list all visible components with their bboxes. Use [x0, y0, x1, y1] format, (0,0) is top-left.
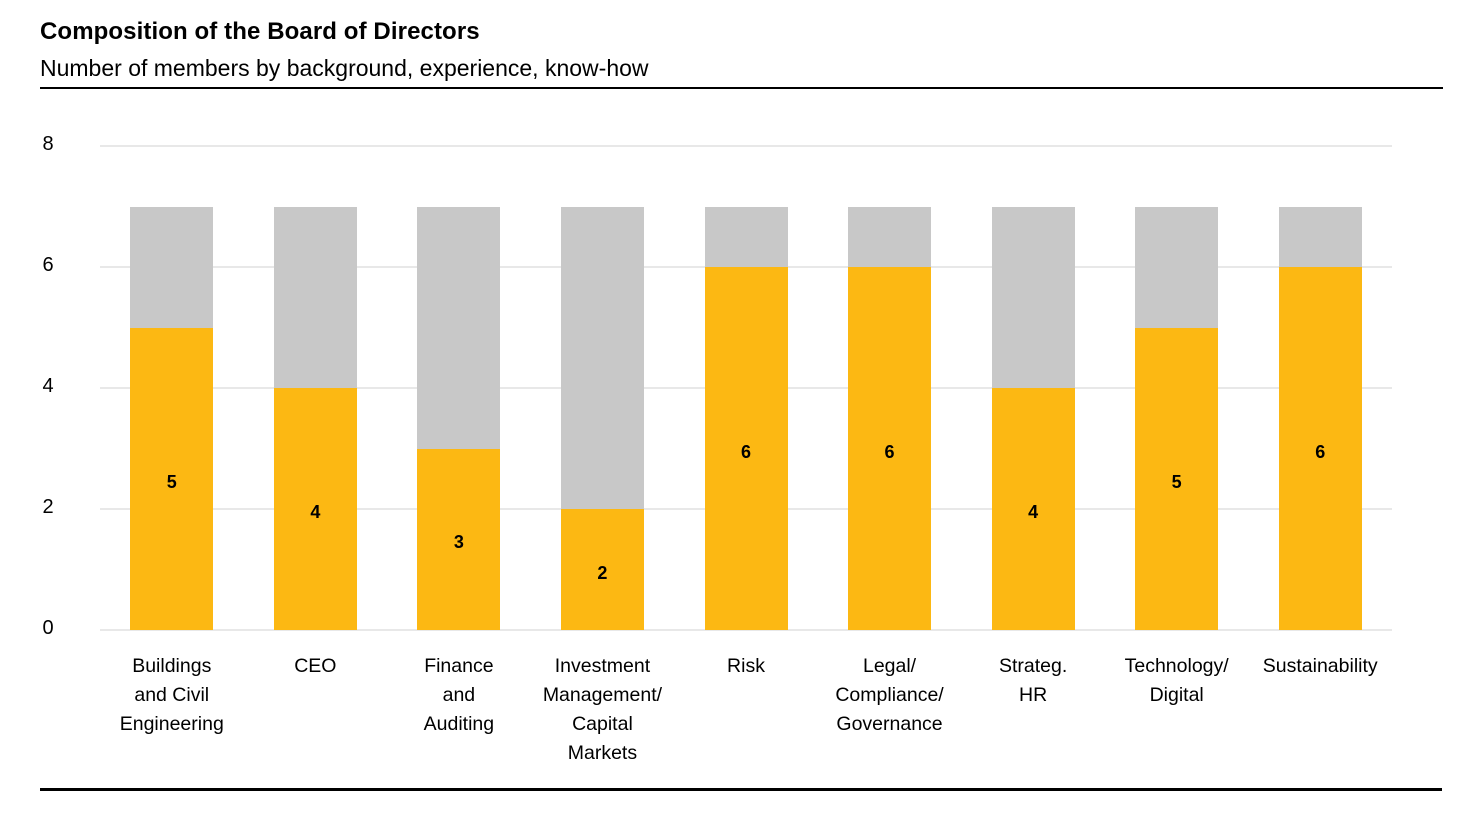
bar-segment-members	[991, 388, 1075, 630]
x-axis-label: Risk	[727, 655, 765, 677]
bar-segment-members	[1135, 327, 1219, 630]
bar-value-label: 5	[166, 471, 177, 492]
bar-segment-remainder	[560, 206, 644, 509]
footer-divider-rule	[40, 788, 1442, 791]
bar-segment-members	[704, 267, 788, 630]
bar-segment-members	[130, 327, 214, 630]
bar-segment-members	[848, 267, 932, 630]
chart-subtitle: Number of members by background, experie…	[40, 55, 649, 81]
x-axis-label: Buildings and Civil Engineering	[119, 655, 224, 735]
bar-segment-members	[1278, 267, 1362, 630]
x-axis-label: CEO	[294, 655, 337, 677]
chart-title: Composition of the Board of Directors	[40, 18, 480, 45]
y-tick-label: 2	[42, 496, 54, 518]
bar-segment-remainder	[130, 206, 214, 328]
gridline-y-8	[100, 145, 1392, 147]
bar-segment-members	[273, 388, 357, 630]
bar-value-label: 2	[597, 562, 608, 583]
bar-segment-members	[417, 448, 501, 630]
y-tick-label: 6	[42, 254, 54, 276]
bar-segment-remainder	[848, 206, 932, 267]
bar-segment-remainder	[1278, 206, 1362, 267]
bar-value-label: 3	[453, 532, 464, 553]
bar-segment-remainder	[273, 206, 357, 388]
bar-segment-remainder	[1135, 206, 1219, 328]
bar-segment-remainder	[417, 206, 501, 449]
y-tick-label: 8	[42, 133, 54, 155]
bar-segment-remainder	[991, 206, 1075, 388]
y-tick-label: 0	[42, 617, 54, 639]
gridline-y-0	[100, 629, 1392, 631]
bar-value-label: 4	[310, 502, 321, 522]
bar-value-label: 4	[1028, 502, 1039, 522]
x-axis-label: Legal/Compliance/Governance	[835, 655, 944, 735]
bar-segment-remainder	[704, 206, 788, 267]
x-axis-label: Finance and Auditing	[423, 655, 495, 735]
bar-value-label: 6	[740, 441, 751, 462]
bar-segment-members	[560, 509, 644, 630]
bar-value-label: 6	[884, 441, 895, 462]
x-axis-label: Sustainability	[1262, 655, 1378, 677]
bar-value-label: 6	[1315, 441, 1326, 462]
x-axis-label: Investment Management/Capital Markets	[542, 655, 663, 764]
y-tick-label: 4	[42, 375, 54, 397]
header-divider-rule	[40, 87, 1443, 89]
bar-value-label: 5	[1171, 471, 1182, 492]
x-axis-label: Technology/Digital	[1124, 655, 1229, 706]
x-axis-label: Strateg. HR	[998, 655, 1068, 706]
